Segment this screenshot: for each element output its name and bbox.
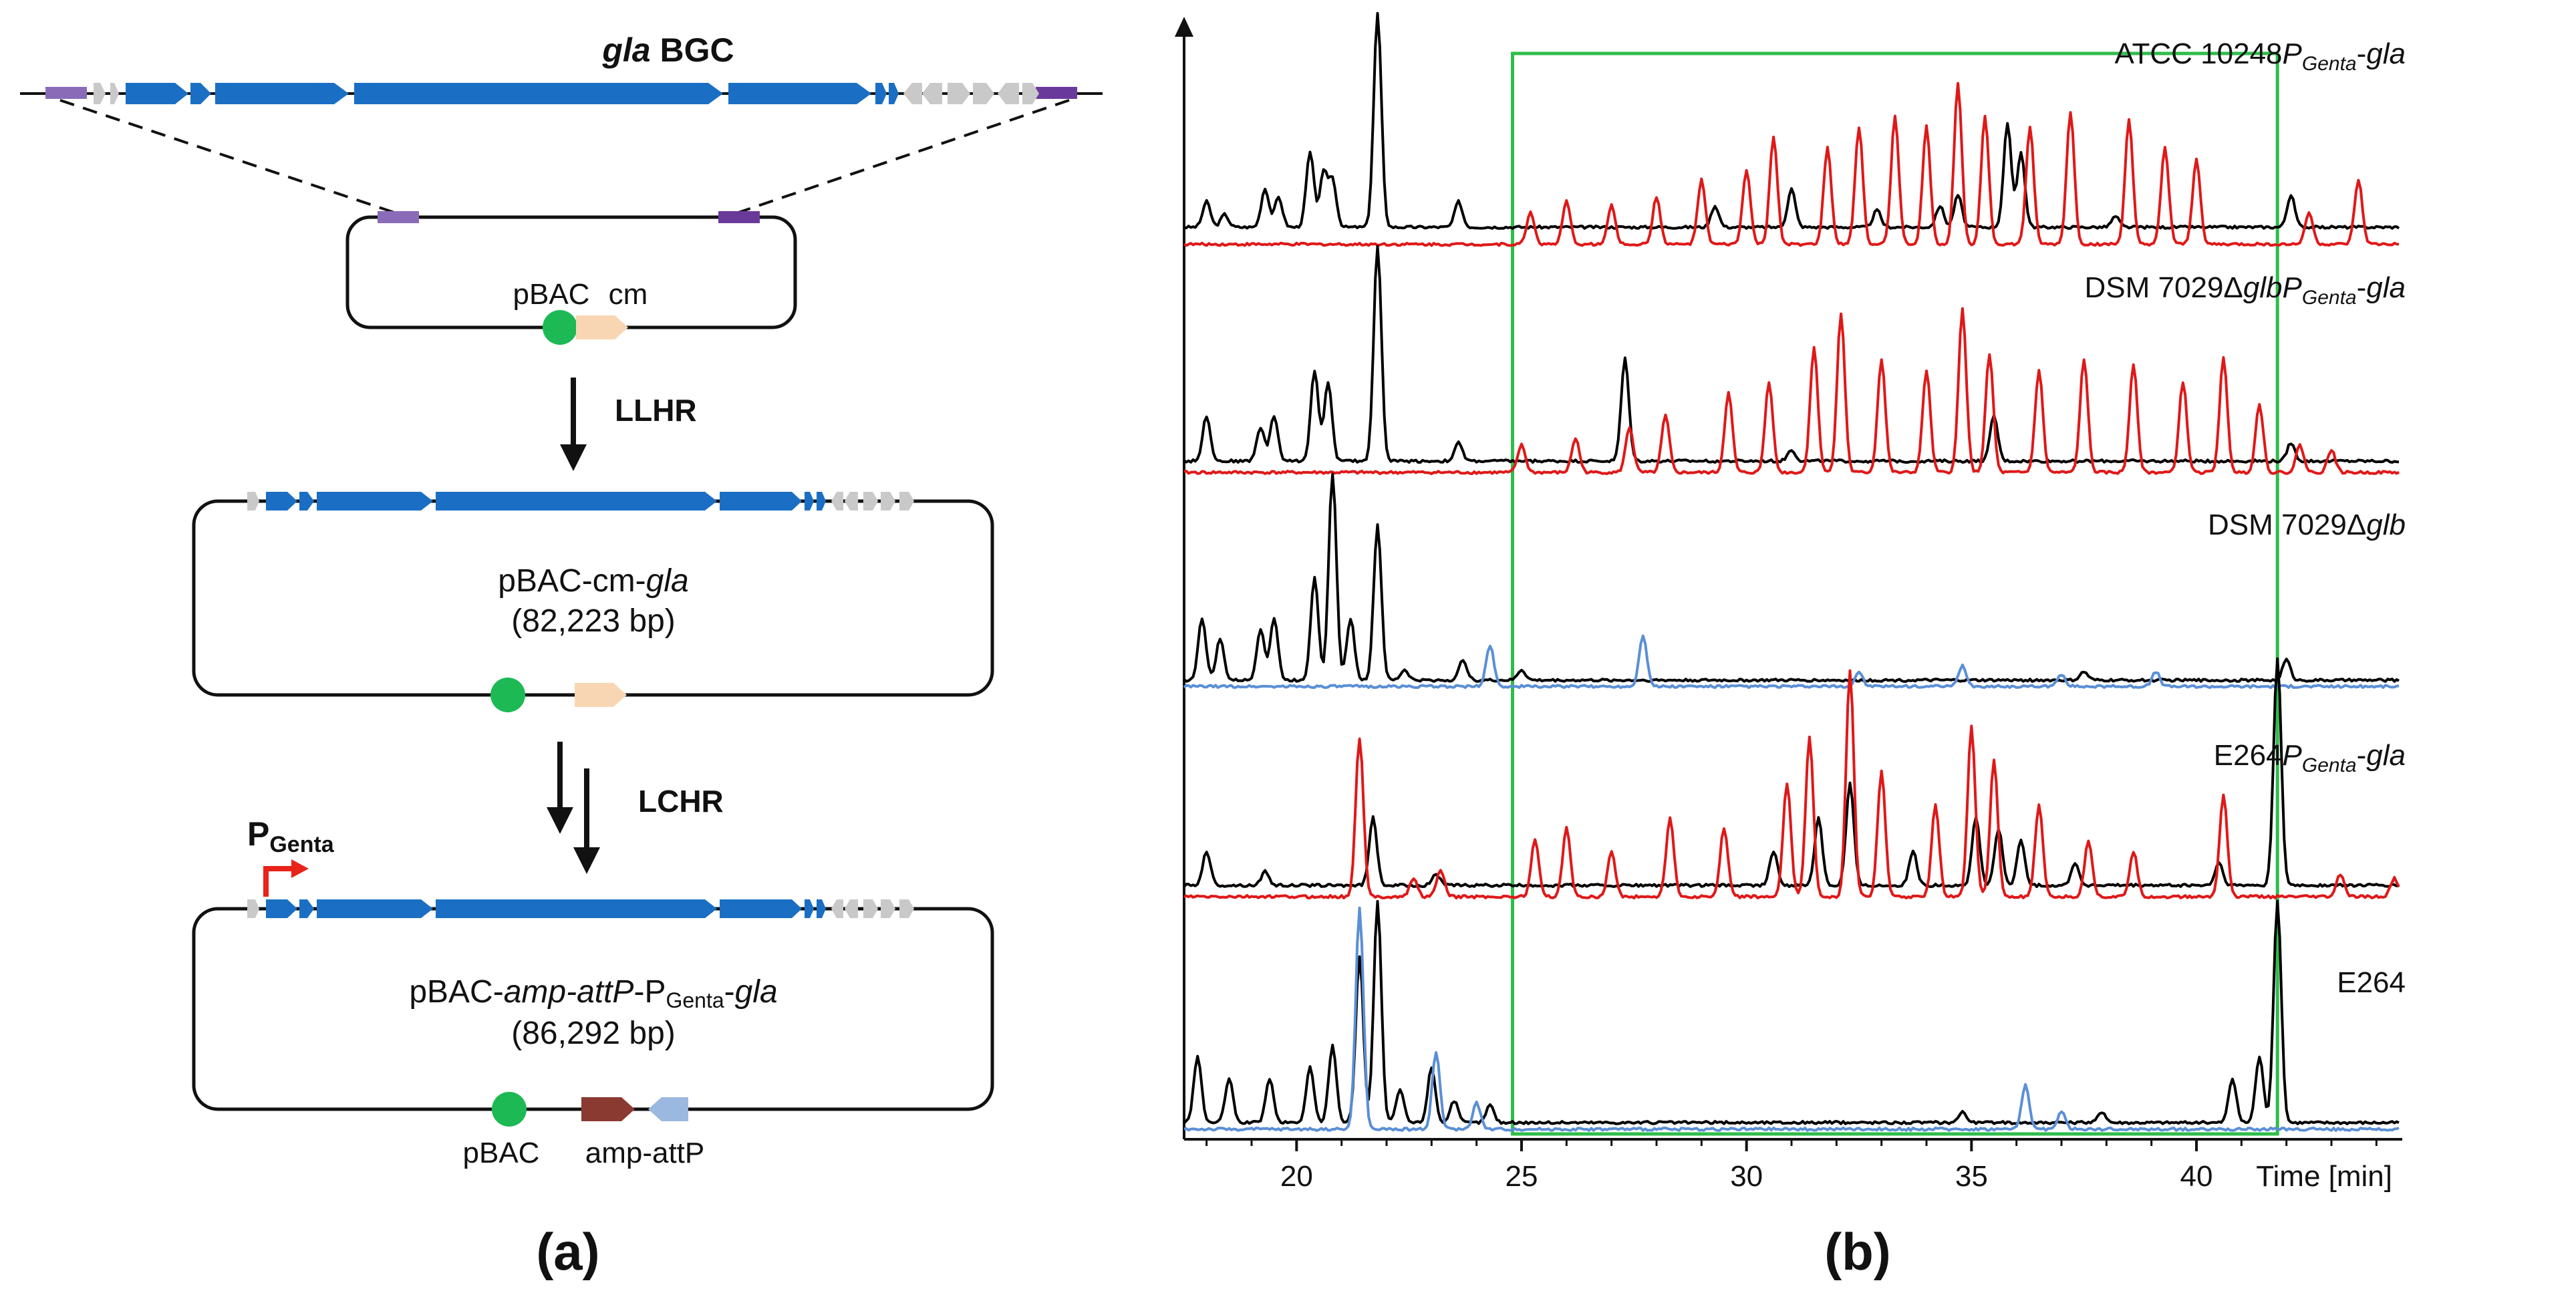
bgc-title: gla BGC [601, 31, 734, 69]
lchr-arrowhead-2-icon [573, 847, 600, 874]
trace-line [1183, 82, 2400, 247]
lchr-arrow: LCHR [547, 742, 724, 874]
promoter-label: PGenta [247, 815, 335, 857]
trace-label: ATCC 10248PGenta-gla [2114, 37, 2406, 75]
x-tick-label: 25 [1506, 1160, 1538, 1193]
plasmid3-size: (86,292 bp) [511, 1016, 676, 1051]
plasmid-final: PGenta pBAC-amp-attP-PGenta-gla (86, [192, 815, 994, 1169]
plasmid2-name: pBAC-cm-gla [498, 563, 688, 599]
panel-b-label: (b) [1824, 1222, 1891, 1281]
trace-1: ATCC 10248PGenta-gla [1183, 11, 2406, 247]
pbac-label: pBAC [513, 278, 590, 311]
amp-marker-icon [581, 1097, 635, 1121]
trace-line [1183, 634, 2400, 690]
x-tick-label: 20 [1280, 1160, 1313, 1193]
cm-label: cm [609, 278, 648, 311]
vector-homology-arm-left [378, 211, 419, 223]
capture-line-right [738, 99, 1070, 214]
cm-marker-icon-2 [575, 683, 627, 707]
trace-4: E264PGenta-gla [1183, 657, 2406, 899]
panel-b: 20 25 30 35 40 Time [min] ATCC 10248PGenta-gla… [1175, 11, 2406, 1281]
x-tick-label: 35 [1955, 1160, 1988, 1193]
lchr-arrowhead-1-icon [547, 807, 573, 834]
pbac-label-3: pBAC [463, 1137, 540, 1169]
highlight-window [1511, 51, 2279, 1136]
panel-a: gla BGC [20, 31, 1103, 1281]
cm-marker-icon [576, 315, 628, 339]
pbac-origin-icon-3 [492, 1092, 527, 1127]
plasmid2-size: (82,223 bp) [511, 603, 676, 639]
pbac-origin-icon-2 [490, 678, 525, 712]
gene-arrows-upstream [94, 83, 1039, 104]
x-tick-label: 30 [1730, 1160, 1763, 1193]
trace-3: DSM 7029Δglb [1183, 472, 2406, 690]
right-homology-arm [1036, 87, 1077, 99]
trace-line [1183, 307, 2400, 475]
trace-label: DSM 7029ΔglbPGenta-gla [2085, 271, 2406, 309]
trace-2: DSM 7029ΔglbPGenta-gla [1183, 245, 2406, 475]
promoter-arrow-icon [263, 866, 294, 897]
trace-line [1183, 245, 2400, 464]
lchr-label: LCHR [638, 784, 724, 819]
x-axis-label: Time [min] [2256, 1160, 2392, 1193]
llhr-label: LLHR [615, 393, 697, 428]
attp-marker-icon [648, 1097, 688, 1121]
vector-homology-arm-right [718, 211, 760, 223]
plasmid-pbac-cm-gla: pBAC-cm-gla (82,223 bp) [192, 492, 994, 712]
plasmid3-name: pBAC-amp-attP-PGenta-gla [409, 974, 777, 1012]
trace-line [1183, 657, 2400, 888]
llhr-arrow: LLHR [560, 378, 697, 471]
trace-label: E264 [2337, 966, 2406, 999]
trace-line [1183, 11, 2400, 230]
trace-line [1183, 669, 2400, 899]
left-homology-arm [45, 87, 87, 99]
panel-a-label: (a) [536, 1222, 599, 1281]
x-tick-label: 40 [2180, 1160, 2213, 1193]
bgc-locus [20, 83, 1103, 104]
gla-cluster-icon [247, 492, 914, 511]
chromatogram-chart: 20 25 30 35 40 Time [min] ATCC 10248PGenta-gla… [1175, 11, 2406, 1193]
trace-5: E264 [1183, 899, 2406, 1132]
trace-label: E264PGenta-gla [2214, 739, 2406, 776]
y-axis-arrow-icon [1175, 17, 1193, 37]
trace-line [1183, 899, 2400, 1125]
amp-attp-label: amp-attP [585, 1137, 705, 1169]
pbac-origin-icon [543, 310, 577, 345]
gla-cluster-icon-2 [247, 899, 914, 918]
trace-label: DSM 7029Δglb [2208, 509, 2406, 541]
trace-line [1183, 906, 2400, 1132]
capture-vector: pBAC cm [345, 211, 797, 345]
capture-line-left [59, 99, 395, 214]
trace-line [1183, 472, 2400, 683]
llhr-arrowhead-icon [560, 444, 587, 471]
